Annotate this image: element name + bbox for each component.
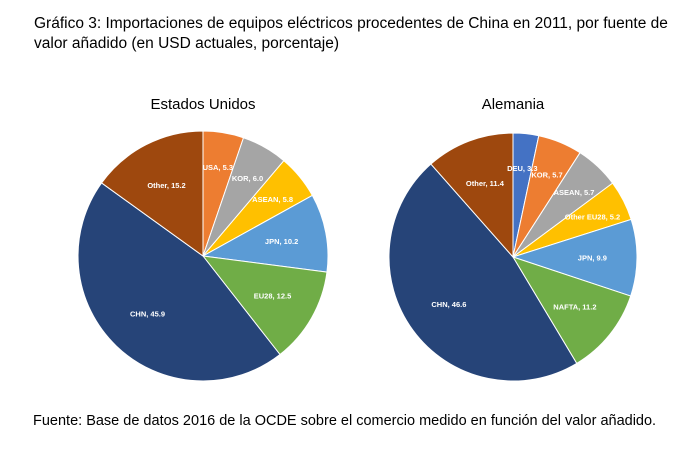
pie-slice-nafta [511,256,632,365]
pie-labels-estados-unidos: USA, 5.3 KOR, 6.0 ASEAN, 5.8 JPN, 10.2 EU28,… [130,163,298,319]
pie-estados-unidos [77,130,329,382]
pie-label-other-eu28: Other EU28, 5.2 [565,212,620,221]
pie-slice-jpn [201,194,329,273]
pie-label-chn: CHN, 46.6 [431,300,466,309]
pie-slice-chn [388,163,578,382]
pie-slice-jpn [511,218,638,297]
pie-alemania [388,132,638,382]
pie-slice-eu28 [201,255,328,356]
pie-label-jpn: JPN, 9.9 [578,254,607,263]
pie-title-estados-unidos: Estados Unidos [150,96,255,113]
pie-label-chn: CHN, 45.9 [130,310,165,319]
pie-slice-other [430,132,514,259]
pie-label-jpn: JPN, 10.2 [265,237,298,246]
pie-label-other: Other, 11.4 [466,179,505,188]
figure-source: Fuente: Base de datos 2016 de la OCDE so… [33,413,657,429]
pie-label-usa: USA, 5.3 [203,163,233,172]
pie-label-asean: ASEAN, 5.7 [554,188,595,197]
pie-title-alemania: Alemania [482,96,545,113]
pie-label-other: Other, 15.2 [147,181,185,190]
pie-slice-other [100,130,204,257]
pie-label-kor: KOR, 5.7 [531,170,562,179]
pie-label-kor: KOR, 6.0 [232,174,263,183]
pie-slice-chn [77,182,281,382]
pie-label-asean: ASEAN, 5.8 [252,195,293,204]
pie-label-eu28: EU28, 12.5 [254,292,292,301]
pie-label-nafta: NAFTA, 11.2 [553,303,596,312]
figure-title: Gráfico 3: Importaciones de equipos eléc… [34,15,668,52]
pie-label-deu: DEU, 3.3 [507,164,537,173]
